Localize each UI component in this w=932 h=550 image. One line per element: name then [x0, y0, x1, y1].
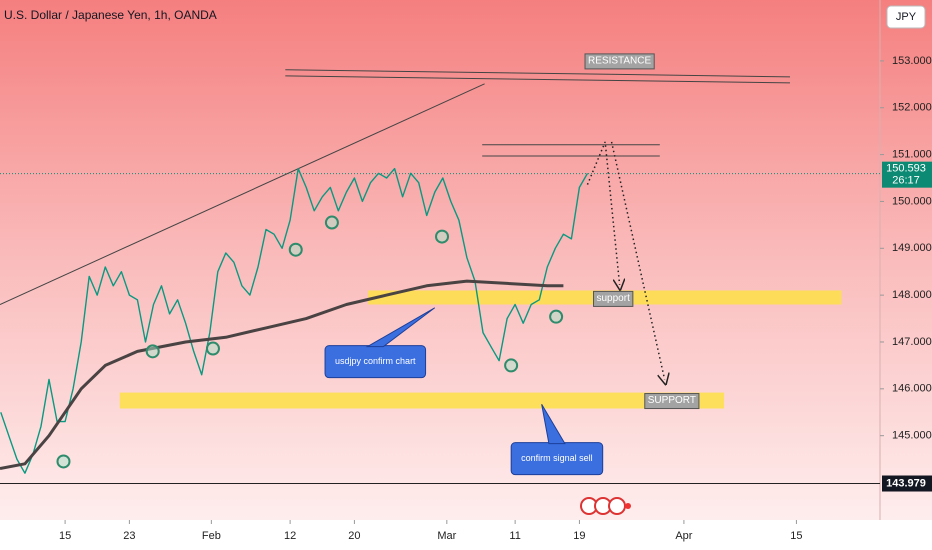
callout: confirm signal sell — [510, 404, 604, 476]
y-tick-label: 149.000 — [892, 242, 932, 254]
x-tick-label: 20 — [348, 530, 360, 542]
x-tick-label: 15 — [59, 530, 71, 542]
current-price-badge — [882, 161, 932, 188]
callout-pointer — [541, 404, 566, 445]
marker-circle — [288, 242, 303, 257]
x-tick-label: Apr — [675, 530, 692, 542]
y-tick-label: 153.000 — [892, 55, 932, 67]
marker-circle — [56, 454, 71, 469]
x-tick-label: Mar — [437, 530, 456, 542]
low-price-badge — [882, 475, 932, 492]
trend-line — [0, 83, 485, 305]
countdown: 26:17 — [892, 175, 920, 187]
dotted-arrow — [610, 141, 665, 380]
zone-label-box — [584, 53, 655, 70]
zone-label-box — [644, 393, 700, 410]
y-tick-label: 145.000 — [892, 430, 932, 442]
y-tick-label: 146.000 — [892, 383, 932, 395]
y-tick-label: 152.000 — [892, 102, 932, 114]
price-line — [0, 167, 589, 474]
zone-label-box — [593, 290, 634, 307]
chart-title: U.S. Dollar / Japanese Yen, 1h, OANDA — [4, 8, 217, 22]
marker-circle — [435, 229, 450, 244]
zone-label: SUPPORT — [648, 395, 696, 406]
x-tick-label: 12 — [284, 530, 296, 542]
x-tick-label: 11 — [509, 530, 520, 542]
trend-line — [285, 69, 790, 78]
y-tick-label: 148.000 — [892, 289, 932, 301]
callout-pointer — [365, 307, 436, 348]
x-tick-label: Feb — [202, 530, 221, 542]
currency[interactable]: JPY — [896, 11, 917, 23]
currency-button[interactable] — [886, 5, 926, 29]
marker-circle — [324, 215, 339, 230]
callout-text: confirm signal sell — [521, 453, 593, 463]
callout-text: usdjpy confirm chart — [335, 356, 416, 366]
y-tick-label: 147.000 — [892, 336, 932, 348]
x-tick-label: 19 — [573, 530, 585, 542]
zone — [119, 392, 725, 409]
y-tick-label: 151.000 — [892, 149, 932, 161]
x-tick-label: 23 — [123, 530, 135, 542]
marker-circle — [549, 309, 564, 324]
current-price-label: 150.593 — [886, 163, 926, 175]
zone-label: RESISTANCE — [588, 56, 651, 67]
price-line — [0, 279, 564, 470]
y-tick-label: 150.000 — [892, 195, 932, 207]
marker-circle — [205, 341, 220, 356]
dotted-arrow — [586, 141, 619, 285]
x-axis-area — [0, 520, 932, 550]
callout: usdjpy confirm chart — [324, 307, 436, 379]
x-tick-label: 15 — [790, 530, 802, 542]
low-price-label: 143.979 — [886, 477, 926, 489]
zone-label: support — [597, 293, 631, 304]
trend-line — [285, 75, 790, 84]
marker-circle — [145, 344, 160, 359]
news-icons — [580, 497, 631, 515]
marker-circle — [504, 358, 519, 373]
